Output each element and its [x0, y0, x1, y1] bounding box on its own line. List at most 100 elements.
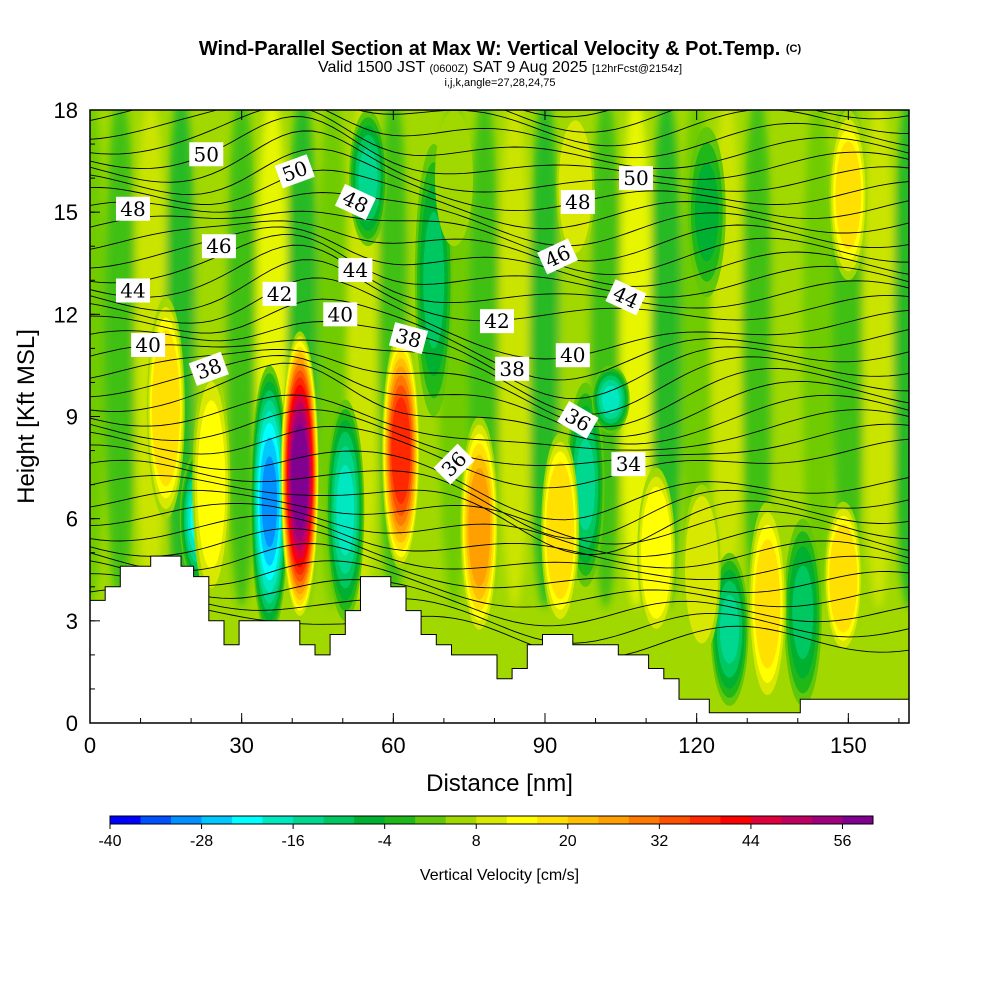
y-tick-label: 9 — [66, 405, 78, 430]
colorbar-frame — [109, 815, 874, 825]
valid-prefix: Valid 1500 JST — [317, 59, 426, 76]
copyright-mark: (C) — [785, 43, 802, 55]
updraft-column — [748, 501, 787, 706]
y-tick-label: 0 — [66, 711, 78, 736]
velocity-level — [261, 456, 278, 548]
y-axis-title: Height [Kft MSL] — [13, 329, 40, 504]
colorbar-swatch — [476, 816, 508, 824]
theta-contour-line — [90, 527, 909, 581]
velocity-level — [200, 425, 222, 545]
velocity-level — [792, 565, 814, 660]
contour-label: 46 — [201, 234, 236, 259]
contour-label: 42 — [262, 281, 297, 306]
velocity-level — [293, 438, 307, 514]
colorbar-tick-label: -4 — [378, 833, 392, 850]
theta-contour-line — [90, 444, 909, 521]
contour-label: 38 — [495, 356, 530, 381]
contour-label-text: 34 — [616, 452, 641, 476]
updraft-column — [824, 501, 863, 655]
background-band — [893, 110, 909, 609]
colorbar: -40 -28 -16 -4 8 20 32 44 56 Vertical Velocity [c… — [98, 815, 874, 884]
colorbar-title: Vertical Velocity [cm/s] — [420, 867, 579, 884]
updraft-column — [435, 110, 473, 247]
theta-contour-line — [90, 425, 909, 489]
colorbar-swatch — [140, 816, 172, 824]
theta-contour-line — [90, 588, 909, 644]
downdraft-column — [591, 365, 630, 434]
x-tick-label: 150 — [830, 733, 867, 758]
updraft-column — [541, 433, 580, 628]
axes: 0 30 60 90 120 150 0 3 6 9 12 15 18 Distance [nm] Heig… — [13, 98, 900, 797]
colorbar-swatch — [628, 816, 660, 824]
chart-header: Wind-Parallel Section at Max W: Vertical… — [0, 38, 1000, 89]
colorbar-swatch — [842, 816, 874, 824]
downdraft-column — [326, 399, 365, 621]
theta-contour-line — [90, 169, 909, 230]
theta-contour-line — [90, 514, 909, 569]
background-band — [620, 110, 652, 609]
colorbar-swatch — [720, 816, 752, 824]
theta-contour-line — [90, 348, 909, 428]
valid-date: SAT 9 Aug 2025 — [472, 59, 588, 76]
updraft-column — [460, 416, 499, 638]
theta-contour-line — [90, 110, 909, 159]
colorbar-swatch — [537, 816, 569, 824]
velocity-level — [551, 490, 570, 571]
velocity-level — [838, 157, 858, 234]
background-band — [771, 110, 804, 609]
contour-label: 44 — [115, 278, 150, 303]
colorbar-swatch — [811, 816, 843, 824]
velocity-level — [719, 595, 740, 664]
contour-label: 42 — [479, 309, 514, 334]
contour-label-text: 40 — [560, 343, 585, 367]
colorbar-swatch — [232, 816, 264, 824]
velocity-level — [393, 412, 409, 489]
colorbar-tick-label: -40 — [98, 833, 121, 850]
theta-contour-line — [90, 110, 909, 147]
theta-contours — [90, 110, 909, 660]
colorbar-swatch — [415, 816, 447, 824]
theta-contour-line — [90, 130, 909, 193]
chart-title-line: Wind-Parallel Section at Max W: Vertical… — [0, 38, 1000, 60]
theta-contour-line — [90, 355, 909, 438]
colorbar-swatch — [445, 816, 477, 824]
colorbar-swatch — [567, 816, 599, 824]
theta-contour-line — [90, 475, 909, 555]
colorbar-swatch — [293, 816, 325, 824]
theta-contour-line — [90, 573, 909, 627]
theta-contour-line — [521, 110, 611, 118]
contour-label: 40 — [131, 332, 166, 357]
x-tick-label: 90 — [533, 733, 557, 758]
background-band — [802, 110, 834, 609]
contour-label-text: 46 — [206, 234, 231, 258]
contour-label: 40 — [555, 343, 590, 368]
velocity-level — [757, 558, 778, 650]
contour-label: 48 — [115, 196, 150, 221]
contour-label: 34 — [611, 452, 646, 477]
colorbar-swatch — [598, 816, 630, 824]
theta-contour-line — [90, 503, 909, 557]
colorbar-swatch — [750, 816, 782, 824]
y-tick-label: 12 — [54, 302, 78, 327]
colorbar-swatch — [689, 816, 721, 824]
velocity-level — [442, 138, 466, 218]
x-tick-label: 60 — [381, 733, 405, 758]
colorbar-tick-label: -16 — [282, 833, 305, 850]
theta-contour-line — [90, 543, 909, 594]
velocity-level — [694, 163, 719, 262]
theta-contour-line — [90, 110, 909, 169]
colorbar-tick-label: 8 — [472, 833, 481, 850]
colorbar-tick-label: 32 — [650, 833, 668, 850]
velocity-level — [156, 362, 175, 454]
theta-contour-line — [90, 489, 909, 545]
x-tick-label: 30 — [229, 733, 253, 758]
contour-label-text: 42 — [267, 282, 292, 306]
contour-label: 40 — [323, 302, 358, 327]
y-tick-label: 15 — [54, 200, 78, 225]
updraft-column — [829, 110, 868, 281]
theta-contour-line — [90, 148, 909, 212]
colorbar-swatch — [659, 816, 691, 824]
theta-contour-line — [90, 277, 909, 360]
theta-contour-line — [90, 362, 909, 445]
